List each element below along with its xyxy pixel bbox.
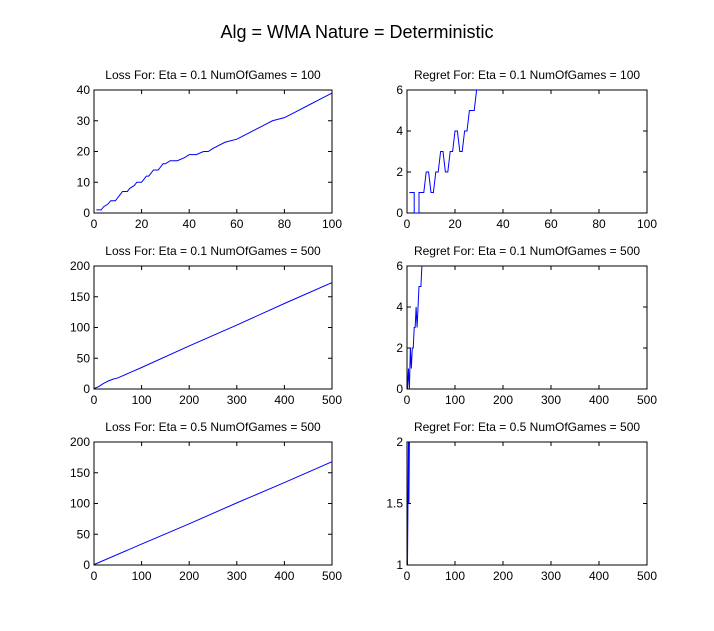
y-tick-label: 30	[77, 114, 91, 128]
y-tick-label: 4	[396, 124, 403, 138]
x-tick-label: 500	[322, 393, 342, 407]
x-tick-label: 200	[179, 569, 199, 583]
subplot-title: Loss For: Eta = 0.1 NumOfGames = 500	[105, 244, 321, 258]
subplot-title: Loss For: Eta = 0.5 NumOfGames = 500	[105, 420, 321, 434]
y-tick-label: 200	[70, 259, 90, 273]
x-tick-label: 100	[322, 217, 342, 231]
x-tick-label: 100	[132, 393, 152, 407]
x-tick-label: 300	[541, 569, 561, 583]
x-tick-label: 100	[445, 393, 465, 407]
subplot-title: Loss For: Eta = 0.1 NumOfGames = 100	[105, 68, 321, 82]
series-line	[96, 92, 332, 211]
series-line	[409, 90, 479, 213]
x-tick-label: 0	[404, 393, 411, 407]
y-tick-label: 0	[83, 382, 90, 396]
x-tick-label: 0	[91, 217, 98, 231]
x-tick-label: 20	[135, 217, 149, 231]
y-tick-label: 200	[70, 435, 90, 449]
y-tick-label: 100	[70, 321, 90, 335]
y-tick-label: 50	[77, 351, 91, 365]
x-tick-label: 300	[541, 393, 561, 407]
x-tick-label: 80	[592, 217, 606, 231]
x-tick-label: 0	[404, 217, 411, 231]
x-tick-label: 40	[496, 217, 510, 231]
y-tick-label: 10	[77, 175, 91, 189]
y-tick-label: 50	[77, 527, 91, 541]
y-tick-label: 1	[396, 558, 403, 572]
x-tick-label: 200	[493, 569, 513, 583]
figure-title: Alg = WMA Nature = Deterministic	[220, 22, 493, 42]
y-tick-label: 6	[396, 259, 403, 273]
y-tick-label: 2	[396, 165, 403, 179]
x-tick-label: 500	[637, 393, 657, 407]
series-line	[94, 282, 332, 389]
x-tick-label: 60	[544, 217, 558, 231]
x-tick-label: 100	[132, 569, 152, 583]
axes-box	[93, 89, 333, 214]
x-tick-label: 400	[274, 393, 294, 407]
y-tick-label: 2	[396, 341, 403, 355]
series-line	[407, 266, 423, 389]
y-tick-label: 100	[70, 497, 90, 511]
x-tick-label: 20	[448, 217, 462, 231]
subplot-3: Loss For: Eta = 0.1 NumOfGames = 500 0 100…	[70, 244, 342, 407]
x-tick-label: 60	[230, 217, 244, 231]
subplot-4: Regret For: Eta = 0.1 NumOfGames = 500 0 1…	[396, 244, 657, 407]
y-tick-label: 20	[77, 145, 91, 159]
x-tick-label: 400	[274, 569, 294, 583]
series-line	[94, 461, 332, 565]
y-tick-label: 0	[83, 558, 90, 572]
subplot-5: Loss For: Eta = 0.5 NumOfGames = 500 0 100…	[70, 420, 342, 583]
y-tick-label: 1.5	[386, 497, 403, 511]
x-tick-label: 300	[227, 569, 247, 583]
x-tick-label: 300	[227, 393, 247, 407]
subplot-title: Regret For: Eta = 0.1 NumOfGames = 500	[414, 244, 640, 258]
axes-box	[406, 89, 648, 214]
subplot-title: Regret For: Eta = 0.5 NumOfGames = 500	[414, 420, 640, 434]
subplot-1: Loss For: Eta = 0.1 NumOfGames = 100 0 20 4…	[77, 68, 343, 231]
x-tick-label: 40	[183, 217, 197, 231]
x-tick-label: 80	[278, 217, 292, 231]
y-tick-label: 0	[396, 382, 403, 396]
y-tick-label: 150	[70, 466, 90, 480]
x-tick-label: 200	[493, 393, 513, 407]
x-tick-label: 400	[589, 393, 609, 407]
y-tick-label: 0	[396, 206, 403, 220]
subplot-title: Regret For: Eta = 0.1 NumOfGames = 100	[414, 68, 640, 82]
subplot-2: Regret For: Eta = 0.1 NumOfGames = 100 0 2…	[396, 68, 657, 231]
axes-box	[406, 265, 648, 390]
y-tick-label: 6	[396, 83, 403, 97]
axes-box	[93, 265, 333, 390]
x-tick-label: 100	[637, 217, 657, 231]
x-tick-label: 500	[637, 569, 657, 583]
axes-box	[93, 441, 333, 566]
y-tick-label: 150	[70, 290, 90, 304]
x-tick-label: 0	[91, 569, 98, 583]
x-tick-label: 500	[322, 569, 342, 583]
y-tick-label: 40	[77, 83, 91, 97]
y-tick-label: 2	[396, 435, 403, 449]
x-tick-label: 0	[91, 393, 98, 407]
x-tick-label: 0	[404, 569, 411, 583]
y-tick-label: 0	[83, 206, 90, 220]
x-tick-label: 200	[179, 393, 199, 407]
y-tick-label: 4	[396, 300, 403, 314]
x-tick-label: 400	[589, 569, 609, 583]
axes-box	[406, 441, 648, 566]
x-tick-label: 100	[445, 569, 465, 583]
